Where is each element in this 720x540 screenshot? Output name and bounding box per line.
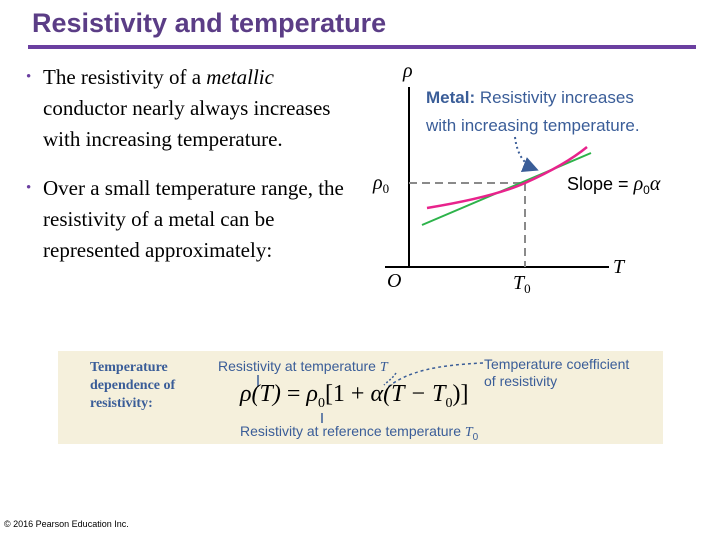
slide-title: Resistivity and temperature <box>32 8 387 38</box>
bullet-text: conductor nearly always increases with i… <box>43 96 331 151</box>
equation-label: Temperature dependence of resistivity: <box>90 360 176 411</box>
x-axis-label: T <box>613 256 626 278</box>
bullet-icon: • <box>26 180 32 196</box>
bullet-icon: • <box>26 69 32 85</box>
resistivity-equation: ρ(T) = ρ0[1 + α(T − T0)] <box>240 381 469 411</box>
resistivity-curve <box>426 146 588 210</box>
origin-label: O <box>387 270 401 292</box>
y-axis-label: ρ <box>402 60 413 82</box>
bullet-text: The resistivity of a <box>43 65 207 89</box>
equation-box: Temperature dependence of resistivity: R… <box>58 351 663 444</box>
slope-label: Slope = ρ0α <box>567 173 661 197</box>
bullet-text: Over a small temperature range, the resi… <box>43 176 344 262</box>
bullet-emphasis: metallic <box>206 65 274 89</box>
t0-label: T0 <box>513 272 531 296</box>
caption-line-1: Metal: Resistivity increases <box>426 88 634 107</box>
equation-pointer-lines <box>257 362 484 423</box>
bullet-list: • The resistivity of a metallic conductor… <box>24 62 354 284</box>
copyright-notice: © 2016 Pearson Education Inc. <box>4 519 129 529</box>
caption-line-2: with increasing temperature. <box>425 116 640 135</box>
annotation-reference-temp: Resistivity at reference temperature T0 <box>240 423 479 443</box>
resistivity-graph: ρ T O ρ0 T0 Metal: Resistivity increases… <box>372 60 661 296</box>
annotation-resistivity-at-t: Resistivity at temperature T <box>218 358 388 375</box>
caption-pointer-arrow <box>514 136 539 172</box>
annotation-temp-coefficient: Temperature coefficient of resistivity <box>484 356 630 389</box>
rho0-label: ρ0 <box>372 172 389 196</box>
bullet-item-1: • The resistivity of a metallic conductor… <box>24 62 354 155</box>
title-underline <box>28 45 696 49</box>
bullet-item-2: • Over a small temperature range, the res… <box>24 173 354 266</box>
